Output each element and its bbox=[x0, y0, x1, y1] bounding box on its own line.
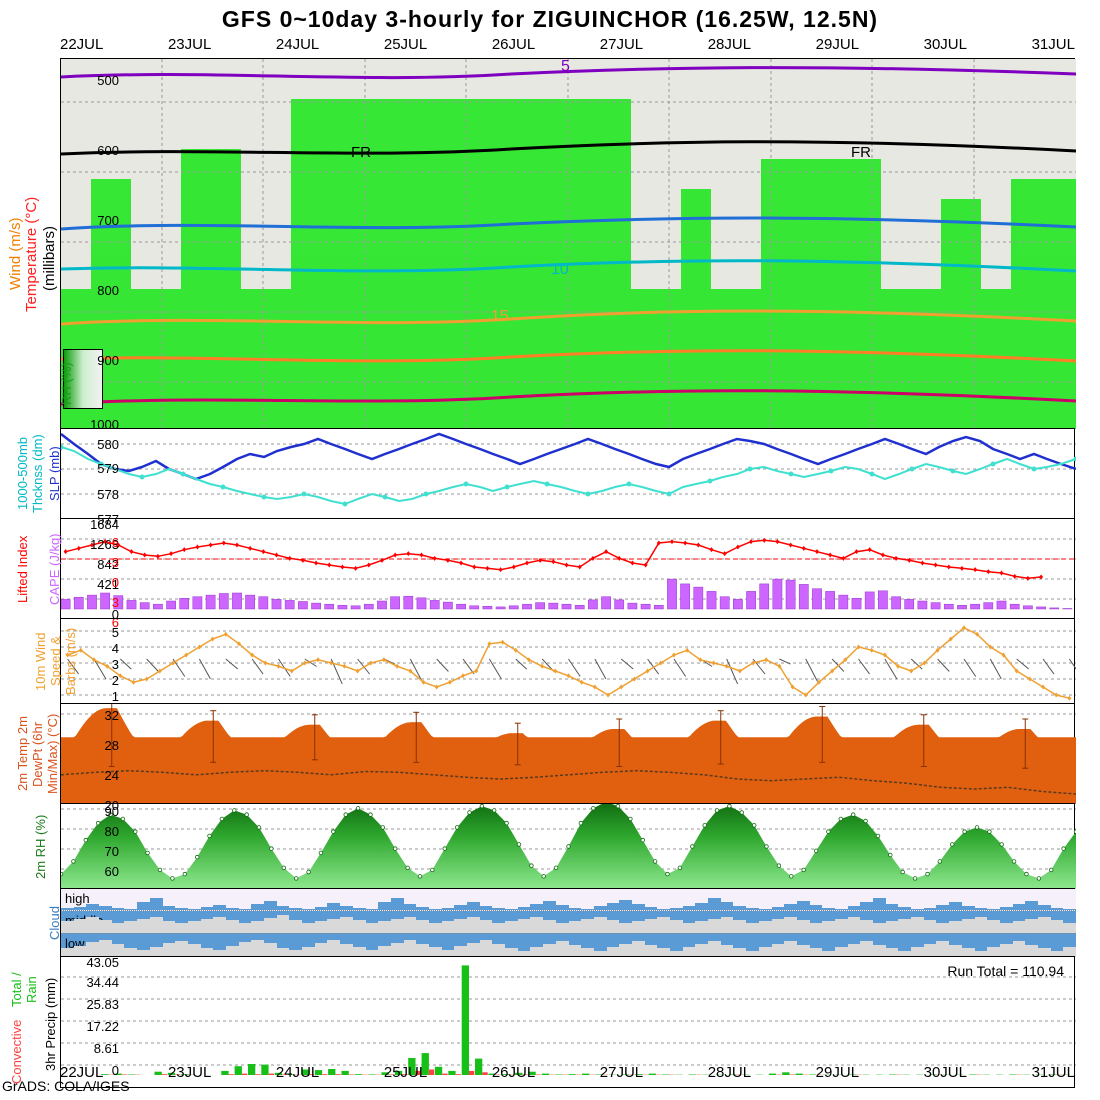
cape-li-svg bbox=[61, 519, 1076, 619]
page-title: GFS 0~10day 3-hourly for ZIGUINCHOR (16.… bbox=[0, 6, 1100, 33]
cloud-high-bars bbox=[61, 889, 1076, 910]
cape-li-panel: Lifted Index CAPE (J/kg) 1684 1263 842 4… bbox=[60, 518, 1075, 618]
rh-wind-pressure-svg: 5 10 15 FR FR bbox=[61, 59, 1076, 429]
wind-speed-svg bbox=[61, 619, 1076, 704]
wind-speed-panel: 10m Wind Speed & Barbs (m/s) 5 4 3 2 1 bbox=[60, 618, 1075, 703]
precip-convective-label: Convective bbox=[9, 1019, 24, 1084]
temp-tick-32: 32 bbox=[61, 708, 119, 723]
wind-tick-2: 2 bbox=[61, 673, 119, 688]
pressure-axis-label: (millibars) bbox=[41, 149, 58, 369]
cloud-cover-panel: Cloud Cover (%) high middle low bbox=[60, 888, 1075, 956]
precip-tick-43: 43.05 bbox=[61, 955, 119, 970]
pressure-tick-800: 800 bbox=[61, 283, 119, 298]
cloud-low-bars bbox=[61, 934, 1076, 957]
cape-bars bbox=[61, 579, 1072, 609]
rh-wind-pressure-panel: Wind (m/s) Temperature (°C) (millibars) … bbox=[60, 58, 1075, 428]
precip-total-rain-label: Total / Rain bbox=[9, 957, 39, 1022]
cloud-mid-bars bbox=[61, 911, 1076, 933]
wind-axis-label: Wind (m/s) bbox=[7, 129, 24, 379]
rh-svg bbox=[61, 804, 1076, 889]
grads-credit: GrADS: COLA/IGES bbox=[2, 1078, 130, 1094]
rh-tick-60: 60 bbox=[61, 864, 119, 879]
rh-tick-90: 90 bbox=[61, 804, 119, 819]
wind-tick-4: 4 bbox=[61, 641, 119, 656]
top-date-axis: 22JUL 23JUL 24JUL 25JUL 26JUL 27JUL 28JU… bbox=[60, 36, 1075, 53]
slp-axis-label: SLP (mb) bbox=[47, 439, 62, 509]
svg-text:10: 10 bbox=[551, 261, 569, 278]
li-tick-3: 3 bbox=[61, 595, 119, 610]
run-total-label: Run Total = 110.94 bbox=[947, 963, 1064, 979]
temp-dewpt-panel: 2m Temp 2m DewPt (6hr Min/Max) (°C) 32 2… bbox=[60, 703, 1075, 803]
pressure-tick-900: 900 bbox=[61, 353, 119, 368]
li-tick-0: 0 bbox=[61, 575, 119, 590]
temp-tick-28: 28 bbox=[61, 738, 119, 753]
precip-tick-9: 8.61 bbox=[61, 1041, 119, 1056]
rh-tick-70: 70 bbox=[61, 844, 119, 859]
cape-axis-label: CAPE (J/kg) bbox=[47, 524, 62, 614]
thickness-slp-panel: 1000-500mb Thcknss (dm) SLP (mb) 580 579… bbox=[60, 428, 1075, 518]
precip-axis-label: 3hr Precip (mm) bbox=[43, 977, 58, 1072]
rh-axis-label: 2m RH (%) bbox=[33, 804, 48, 889]
pressure-tick-600: 600 bbox=[61, 143, 119, 158]
svg-text:15: 15 bbox=[491, 308, 509, 325]
wind-tick-5: 5 bbox=[61, 625, 119, 640]
temp-tick-24: 24 bbox=[61, 768, 119, 783]
precip-tick-17: 17.22 bbox=[61, 1019, 119, 1034]
cape-tick-1684: 1684 bbox=[61, 517, 119, 532]
pressure-tick-500: 500 bbox=[61, 73, 119, 88]
wind-tick-1: 1 bbox=[61, 689, 119, 704]
rain-bars bbox=[101, 965, 1070, 1075]
rh-panel: 2m RH (%) 90 80 70 60 bbox=[60, 803, 1075, 888]
bottom-date-axis: 22JUL 23JUL 24JUL 25JUL 26JUL 27JUL 28JU… bbox=[60, 1064, 1075, 1081]
precip-tick-26: 25.83 bbox=[61, 997, 119, 1012]
li-markers bbox=[64, 538, 1043, 581]
thickness-tick-580: 580 bbox=[61, 437, 119, 452]
rh-tick-80: 80 bbox=[61, 824, 119, 839]
temp-axis-label: Temperature (°C) bbox=[23, 129, 40, 379]
wind-tick-3: 3 bbox=[61, 657, 119, 672]
li-tick-neg6: -6 bbox=[61, 535, 119, 550]
thickness-tick-579: 579 bbox=[61, 461, 119, 476]
svg-text:FR: FR bbox=[351, 144, 371, 161]
temp-dewpt-axis-label: 2m Temp 2m DewPt (6hr Min/Max) (°C) bbox=[15, 704, 60, 804]
precip-tick-34: 34.44 bbox=[61, 975, 119, 990]
thickness-axis-label: 1000-500mb Thcknss (dm) bbox=[15, 429, 45, 519]
svg-text:FR: FR bbox=[851, 144, 871, 161]
thickness-tick-578: 578 bbox=[61, 487, 119, 502]
temp-dewpt-svg bbox=[61, 704, 1076, 804]
cloud-low-row: low bbox=[61, 934, 1076, 957]
svg-text:5: 5 bbox=[561, 59, 570, 75]
li-axis-label: Lifted Index bbox=[15, 519, 30, 619]
pressure-tick-700: 700 bbox=[61, 213, 119, 228]
thickness-slp-svg bbox=[61, 429, 1076, 519]
cloud-high-row: high bbox=[61, 889, 1076, 911]
li-tick-neg3: -3 bbox=[61, 555, 119, 570]
cloud-mid-row: middle bbox=[61, 911, 1076, 934]
